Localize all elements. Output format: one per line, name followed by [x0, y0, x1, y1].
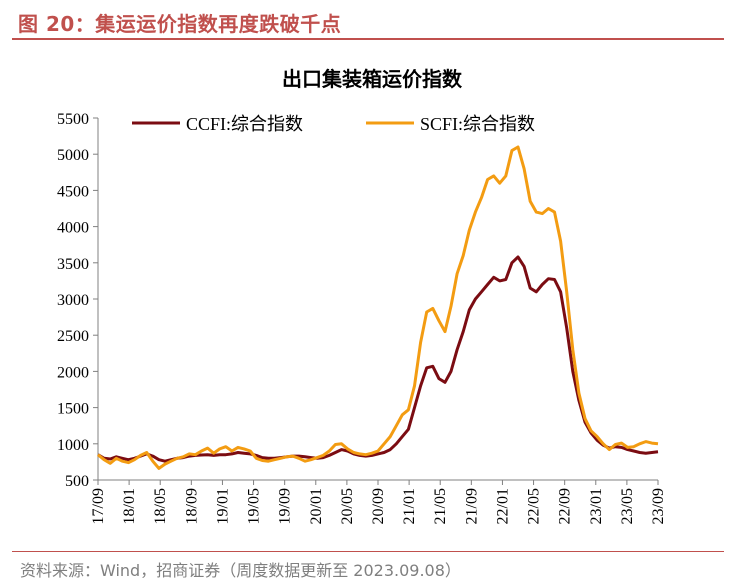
line-chart: 出口集装箱运价指数 500 1000 1500 2000 2500 3000 3500 4000…	[57, 67, 667, 524]
x-tick-label: 19/01	[214, 488, 231, 524]
x-tick-label: 19/09	[277, 488, 294, 524]
ccfi-series-line	[97, 255, 659, 463]
chart-title: 出口集装箱运价指数	[282, 67, 463, 91]
y-tick-label: 3000	[57, 292, 89, 309]
y-tick-label: 5500	[57, 111, 89, 128]
x-tick-label: 20/01	[308, 488, 325, 524]
y-tick-label: 500	[65, 473, 89, 490]
footer-rule	[12, 551, 724, 552]
x-tick-label: 18/05	[152, 488, 169, 524]
x-tick-label: 18/01	[121, 488, 138, 524]
x-tick-label: 22/01	[494, 488, 511, 524]
y-tick-label: 5000	[57, 147, 89, 164]
x-tick-label: 19/05	[246, 488, 263, 524]
x-tick-label: 23/09	[650, 488, 667, 524]
y-tick-label: 2000	[57, 364, 89, 381]
y-tick-label: 1000	[57, 437, 89, 454]
x-tick-label: 17/09	[90, 488, 107, 524]
scfi-legend-label: SCFI:综合指数	[420, 114, 535, 134]
x-tick-label: 23/05	[619, 488, 636, 524]
figure-title: 图 20：集运运价指数再度跌破千点	[18, 12, 342, 36]
y-tick-label: 3500	[57, 256, 89, 273]
x-tick-label: 22/09	[557, 488, 574, 524]
y-tick-label: 4000	[57, 220, 89, 237]
x-tick-label: 22/05	[526, 488, 543, 524]
scfi-series-line	[97, 145, 659, 470]
x-tick-label: 18/09	[183, 488, 200, 524]
y-tick-label: 1500	[57, 401, 89, 418]
figure-source: 资料来源：Wind，招商证券（周度数据更新至 2023.09.08）	[20, 561, 461, 580]
ccfi-legend-label: CCFI:综合指数	[186, 114, 303, 134]
x-tick-label: 23/01	[588, 488, 605, 524]
x-tick-label: 21/05	[432, 488, 449, 524]
figure-header: 图 20：集运运价指数再度跌破千点	[12, 4, 724, 40]
x-tick-label: 20/09	[370, 488, 387, 524]
x-tick-label: 20/05	[339, 488, 356, 524]
x-tick-label: 21/01	[401, 488, 418, 524]
x-tick-label: 21/09	[463, 488, 480, 524]
y-tick-label: 4500	[57, 183, 89, 200]
y-tick-label: 2500	[57, 328, 89, 345]
